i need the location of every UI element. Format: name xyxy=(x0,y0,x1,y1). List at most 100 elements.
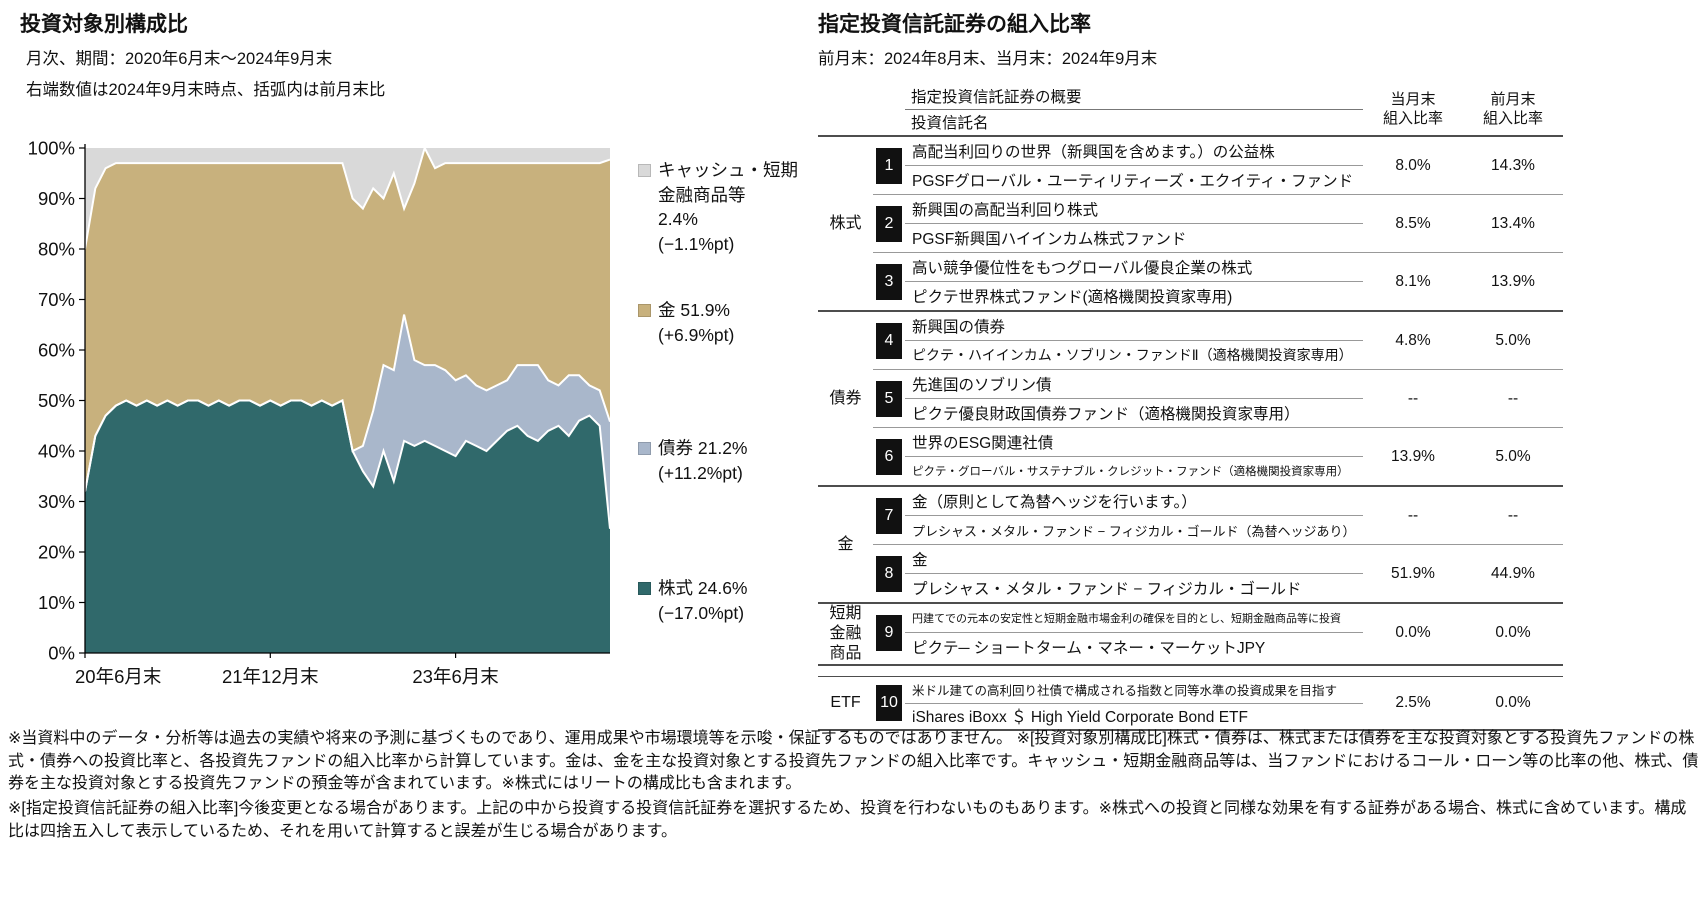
fund-description: 高い競争優位性をもつグローバル優良企業の株式 xyxy=(905,253,1363,282)
previous-ratio: 14.3% xyxy=(1491,156,1535,174)
row-number-cell: 7 xyxy=(873,487,905,544)
row-number-badge: 4 xyxy=(876,322,902,359)
row-number-cell: 5 xyxy=(873,370,905,427)
fund-description: 高配当利回りの世界（新興国を含めます。）の公益株 xyxy=(905,137,1363,166)
table-row: 5 先進国のソブリン債ピクテ優良財政国債券ファンド（適格機関投資家専用） -- -- xyxy=(873,369,1563,427)
category-label: 株式 xyxy=(829,214,862,232)
fund-description: 新興国の債券 xyxy=(905,312,1363,341)
y-axis-label: 30% xyxy=(38,491,75,512)
table-row: 3 高い競争優位性をもつグローバル優良企業の株式ピクテ世界株式ファンド(適格機関投… xyxy=(873,252,1563,310)
row-number-badge: 6 xyxy=(876,438,902,475)
previous-ratio: -- xyxy=(1507,389,1519,407)
chart-block-header: 投資対象別構成比 月次、期間：2020年6月末～2024年9月末 右端数値は20… xyxy=(20,8,800,100)
x-axis-label: 20年6月末 xyxy=(75,666,161,687)
area-stocks xyxy=(85,400,610,653)
table-row: 1 高配当利回りの世界（新興国を含めます。）の公益株 PGSFグローバル・ユーティリ… xyxy=(873,137,1563,194)
table-group-ETF: ETF 10 米ドル建ての高利回り社債で構成される指数と同等水準の投資成果を目指す i… xyxy=(818,676,1563,731)
legend-label: 金 51.9% (+6.9%pt) xyxy=(658,300,735,345)
row-number-cell: 3 xyxy=(873,253,905,310)
previous-ratio: 5.0% xyxy=(1495,331,1531,349)
row-number-badge: 8 xyxy=(876,555,902,592)
legend-item-gold: 金 51.9% (+6.9%pt) xyxy=(638,298,734,347)
y-axis-label: 50% xyxy=(38,390,75,411)
row-number-cell: 4 xyxy=(873,312,905,369)
x-axis-label: 23年6月末 xyxy=(412,666,498,687)
chart-subtitle-note: 右端数値は2024年9月末時点、括弧内は前月末比 xyxy=(26,81,386,99)
y-axis-label: 80% xyxy=(38,239,75,260)
header-current-ratio: 当月末 組入比率 xyxy=(1382,90,1443,128)
table-row: 7 金（原則として為替ヘッジを行います。） プレシャス・メタル・ファンド − フィジ… xyxy=(873,487,1563,544)
area-gold xyxy=(85,148,610,492)
fund-name: ピクテ優良財政国債券ファンド（適格機関投資家専用） xyxy=(912,406,1300,423)
current-ratio: 51.9% xyxy=(1391,564,1435,582)
y-axis-label: 90% xyxy=(38,188,75,209)
row-number-cell: 8 xyxy=(873,545,905,602)
chart-plot: 0% 10% 20% 30% 40% 50% 60% 70% 80% 90% 100% 20年6月末 2… xyxy=(28,138,611,687)
legend-label: 株式 24.6% (−17.0%pt) xyxy=(658,578,748,623)
y-axis-label: 60% xyxy=(38,340,75,361)
stacked-area-chart: 0% 10% 20% 30% 40% 50% 60% 70% 80% 90% 100% 20年6月末 2… xyxy=(10,128,810,728)
previous-ratio: 13.4% xyxy=(1491,214,1535,232)
legend-item-stocks: 株式 24.6% (−17.0%pt) xyxy=(638,576,747,625)
current-ratio: 8.1% xyxy=(1395,272,1431,290)
table-group-株式: 株式 1 高配当利回りの世界（新興国を含めます。）の公益株 PGSFグローバル・ユーテ… xyxy=(818,137,1563,310)
fund-description: 金（原則として為替ヘッジを行います。） xyxy=(905,487,1363,516)
category-label: 債券 xyxy=(829,389,862,407)
layer-boundary xyxy=(84,314,611,492)
row-number-cell: 2 xyxy=(873,195,905,252)
previous-ratio: 5.0% xyxy=(1495,447,1531,465)
fund-name: プレシャス・メタル・ファンド − フィジカル・ゴールド（為替ヘッジあり） xyxy=(912,523,1356,539)
chart-title: 投資対象別構成比 xyxy=(20,13,188,36)
fund-description: 先進国のソブリン債 xyxy=(905,370,1363,399)
header-fund-name: 投資信託名 xyxy=(911,115,989,133)
area-cash xyxy=(85,148,610,249)
row-number-badge: 5 xyxy=(876,380,902,417)
table-row: 9 円建てでの元本の安定性と短期金融市場金利の確保を目的とし、短期金融商品等に投資… xyxy=(873,604,1563,661)
row-number-badge: 2 xyxy=(876,205,902,242)
current-ratio: 4.8% xyxy=(1395,331,1431,349)
current-ratio: -- xyxy=(1407,389,1419,407)
legend-marker-cash xyxy=(638,164,651,177)
previous-ratio: 44.9% xyxy=(1491,564,1535,582)
header-name-column: 指定投資信託証券の概要 投資信託名 xyxy=(905,83,1363,135)
current-ratio: 8.0% xyxy=(1395,156,1431,174)
current-ratio: 13.9% xyxy=(1391,447,1435,465)
footnotes: ※当資料中のデータ・分析等は過去の実績や将来の予測に基づくものであり、運用成果や… xyxy=(8,728,1700,846)
row-number-badge: 3 xyxy=(876,263,902,300)
previous-ratio: -- xyxy=(1507,506,1519,524)
y-axis-label: 10% xyxy=(38,592,75,613)
fund-name: ピクテ世界株式ファンド(適格機関投資家専用) xyxy=(912,289,1233,306)
row-number-badge: 10 xyxy=(876,685,902,721)
footnote-1: ※当資料中のデータ・分析等は過去の実績や将来の予測に基づくものであり、運用成果や… xyxy=(8,730,1699,793)
legend-label: キャッシュ・短期 金融商品等 2.4% (−1.1%pt) xyxy=(658,160,798,254)
category-label: 短期金融商品 xyxy=(829,605,862,662)
fund-name: iShares iBoxx ＄ High Yield Corporate Bon… xyxy=(912,709,1248,727)
previous-ratio: 13.9% xyxy=(1491,272,1535,290)
row-number-badge: 1 xyxy=(876,147,902,184)
y-axis-label: 40% xyxy=(38,441,75,462)
fund-description: 金 xyxy=(905,545,1363,574)
table-group-短期金融商品: 短期金融商品 9 円建てでの元本の安定性と短期金融市場金利の確保を目的とし、短期金融… xyxy=(818,602,1563,666)
row-number-cell: 10 xyxy=(873,677,905,729)
fund-description: 米ドル建ての高利回り社債で構成される指数と同等水準の投資成果を目指す xyxy=(905,677,1363,704)
fund-name: ピクテ・ハイインカム・ソブリン・ファンドⅡ（適格機関投資家専用） xyxy=(912,347,1353,363)
fund-description: 世界のESG関連社債 xyxy=(905,428,1363,457)
x-axis-label: 21年12月末 xyxy=(222,666,319,687)
fund-description: 新興国の高配当利回り株式 xyxy=(905,195,1363,224)
table-row: 2 新興国の高配当利回り株式 PGSF新興国ハイインカム株式ファンド 8.5% 13.4… xyxy=(873,194,1563,252)
area-bonds xyxy=(85,314,610,529)
fund-name: ピクテ─ ショートターム・マネー・マーケットJPY xyxy=(912,640,1266,657)
table-subtitle: 前月末：2024年8月末、当月末：2024年9月末 xyxy=(818,50,1158,68)
row-number-badge: 9 xyxy=(876,614,902,651)
y-axis-label: 100% xyxy=(28,138,75,159)
table-row: 6 世界のESG関連社債ピクテ・グローバル・サステナブル・クレジット・ファンド（適… xyxy=(873,427,1563,485)
y-axis-label: 20% xyxy=(38,542,75,563)
fund-name: PGSFグローバル・ユーティリティーズ・エクイティ・ファンド xyxy=(912,173,1354,190)
category-label: ETF xyxy=(830,694,861,711)
fund-name: ピクテ・グローバル・サステナブル・クレジット・ファンド（適格機関投資家専用） xyxy=(912,466,1349,478)
layer-boundary xyxy=(84,145,611,250)
previous-ratio: 0.0% xyxy=(1495,694,1531,711)
table-group-債券: 債券 4 新興国の債券ピクテ・ハイインカム・ソブリン・ファンドⅡ（適格機関投資家専用… xyxy=(818,310,1563,485)
fund-name: プレシャス・メタル・ファンド − フィジカル・ゴールド xyxy=(912,581,1302,598)
